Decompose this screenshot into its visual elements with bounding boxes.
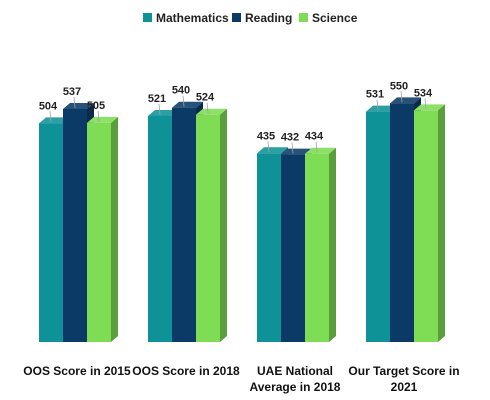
data-label-reading-1: 540 xyxy=(172,85,190,97)
data-label-leader xyxy=(267,141,270,153)
data-label-mathematics-0: 504 xyxy=(39,100,58,112)
legend: Mathematics Reading Science xyxy=(143,11,358,25)
legend-swatch-science xyxy=(299,13,308,22)
legend-label-mathematics: Mathematics xyxy=(156,11,229,25)
data-label-leader xyxy=(315,141,318,153)
category-label-2: UAE National xyxy=(257,364,333,378)
bar-science-1 xyxy=(196,108,227,342)
data-label-leader xyxy=(206,102,209,114)
data-label-science-0: 505 xyxy=(87,100,105,112)
legend-label-reading: Reading xyxy=(245,11,292,25)
data-label-science-1: 524 xyxy=(196,92,215,104)
data-label-leader xyxy=(73,96,76,109)
data-label-leader xyxy=(291,142,294,154)
data-label-leader xyxy=(400,91,403,103)
data-label-leader xyxy=(49,111,52,123)
bar-science-0 xyxy=(87,116,118,343)
data-label-leader xyxy=(424,98,427,110)
legend-swatch-mathematics xyxy=(143,13,152,22)
category-label-3: Our Target Score in xyxy=(348,364,459,378)
data-label-leader xyxy=(182,95,185,107)
data-label-reading-3: 550 xyxy=(390,80,408,92)
data-label-leader xyxy=(376,99,379,111)
data-label-science-2: 434 xyxy=(305,131,324,143)
data-label-reading-2: 432 xyxy=(281,132,299,144)
bar-science-3 xyxy=(414,104,445,343)
data-label-reading-0: 537 xyxy=(63,86,81,98)
data-label-mathematics-2: 435 xyxy=(257,130,275,142)
data-label-mathematics-1: 521 xyxy=(148,93,166,105)
bar-science-2 xyxy=(305,147,336,342)
category-label-2: Average in 2018 xyxy=(250,380,341,394)
legend-swatch-reading xyxy=(232,13,241,22)
data-label-science-3: 534 xyxy=(414,87,433,99)
data-label-leader xyxy=(158,103,161,115)
data-label-mathematics-3: 531 xyxy=(366,89,384,101)
category-labels-group: OOS Score in 2015 OOS Score in 2018 UAE Na… xyxy=(23,364,459,394)
bars-group xyxy=(39,97,445,343)
data-label-leader xyxy=(97,110,100,122)
category-label-3: 2021 xyxy=(391,380,418,394)
legend-label-science: Science xyxy=(312,11,358,25)
category-label-0: OOS Score in 2015 xyxy=(23,364,131,378)
data-labels-group: 504 537 505 521 540 524 435 432 434 531 550 534 xyxy=(39,80,433,154)
category-label-1: OOS Score in 2018 xyxy=(132,364,240,378)
